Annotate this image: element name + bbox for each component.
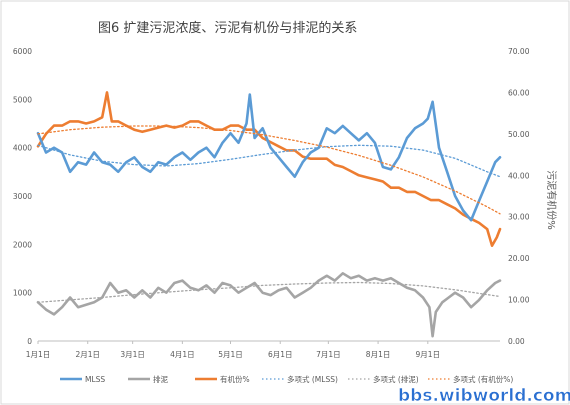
left-axis-ticks: 0 1000 2000 3000 4000 5000 6000 <box>13 47 32 346</box>
x-tick-label: 1月1日 <box>26 350 51 359</box>
legend-label: 排泥 <box>153 374 168 384</box>
right-tick-label: 40.00 <box>508 171 530 180</box>
legend-label: MLSS <box>85 375 105 384</box>
right-tick-label: 0.00 <box>508 337 525 346</box>
watermark-text: bbs.wibworld.com <box>398 386 570 405</box>
legend-label: 有机份% <box>220 374 250 384</box>
legend-label: 多项式 (有机份%) <box>453 374 513 384</box>
x-tick-label: 2月1日 <box>75 350 100 359</box>
chart-title: 图6 扩建污泥浓度、污泥有机份与排泥的关系 <box>98 20 357 36</box>
series-line-5 <box>37 125 501 215</box>
x-tick-label: 9月1日 <box>416 350 441 359</box>
x-tick-label: 6月1日 <box>268 350 293 359</box>
x-tick-label: 4月1日 <box>170 350 195 359</box>
left-tick-label: 5000 <box>13 95 32 104</box>
right-tick-label: 30.00 <box>508 213 530 222</box>
right-tick-label: 50.00 <box>508 130 530 139</box>
left-tick-label: 2000 <box>13 240 32 249</box>
series-line-2 <box>36 91 502 247</box>
left-tick-label: 1000 <box>13 289 32 298</box>
left-tick-label: 3000 <box>13 192 32 201</box>
x-tick-label: 5月1日 <box>218 350 243 359</box>
series-line-4 <box>37 281 501 303</box>
legend-label: 多项式 (排泥) <box>373 374 419 384</box>
left-tick-label: 6000 <box>13 47 32 56</box>
series-line-1 <box>36 271 502 338</box>
right-tick-label: 10.00 <box>508 296 530 305</box>
left-tick-label: 4000 <box>13 144 32 153</box>
series-line-0 <box>36 93 502 222</box>
right-tick-label: 20.00 <box>508 254 530 263</box>
legend: MLSS 排泥 有机份% 多项式 (MLSS) 多项式 (排泥) 多项式 (有机份%) <box>60 374 513 384</box>
x-tick-label: 7月1日 <box>316 350 341 359</box>
right-tick-label: 60.00 <box>508 88 530 97</box>
x-axis-ticks: 1月1日 2月1日 3月1日 4月1日 5月1日 6月1日 7月1日 8月1日 9月1日 <box>26 341 440 359</box>
series-line-3 <box>37 144 501 178</box>
right-tick-label: 70.00 <box>508 47 530 56</box>
x-tick-label: 8月1日 <box>366 350 391 359</box>
left-tick-label: 0 <box>27 337 32 346</box>
series-layer <box>36 91 502 338</box>
y-axis-right-title: 污泥有机份% <box>545 170 558 230</box>
x-tick-label: 3月1日 <box>120 350 145 359</box>
right-axis-ticks: 0.00 10.00 20.00 30.00 40.00 50.00 60.00 70.00 <box>508 47 530 346</box>
legend-label: 多项式 (MLSS) <box>287 374 338 384</box>
